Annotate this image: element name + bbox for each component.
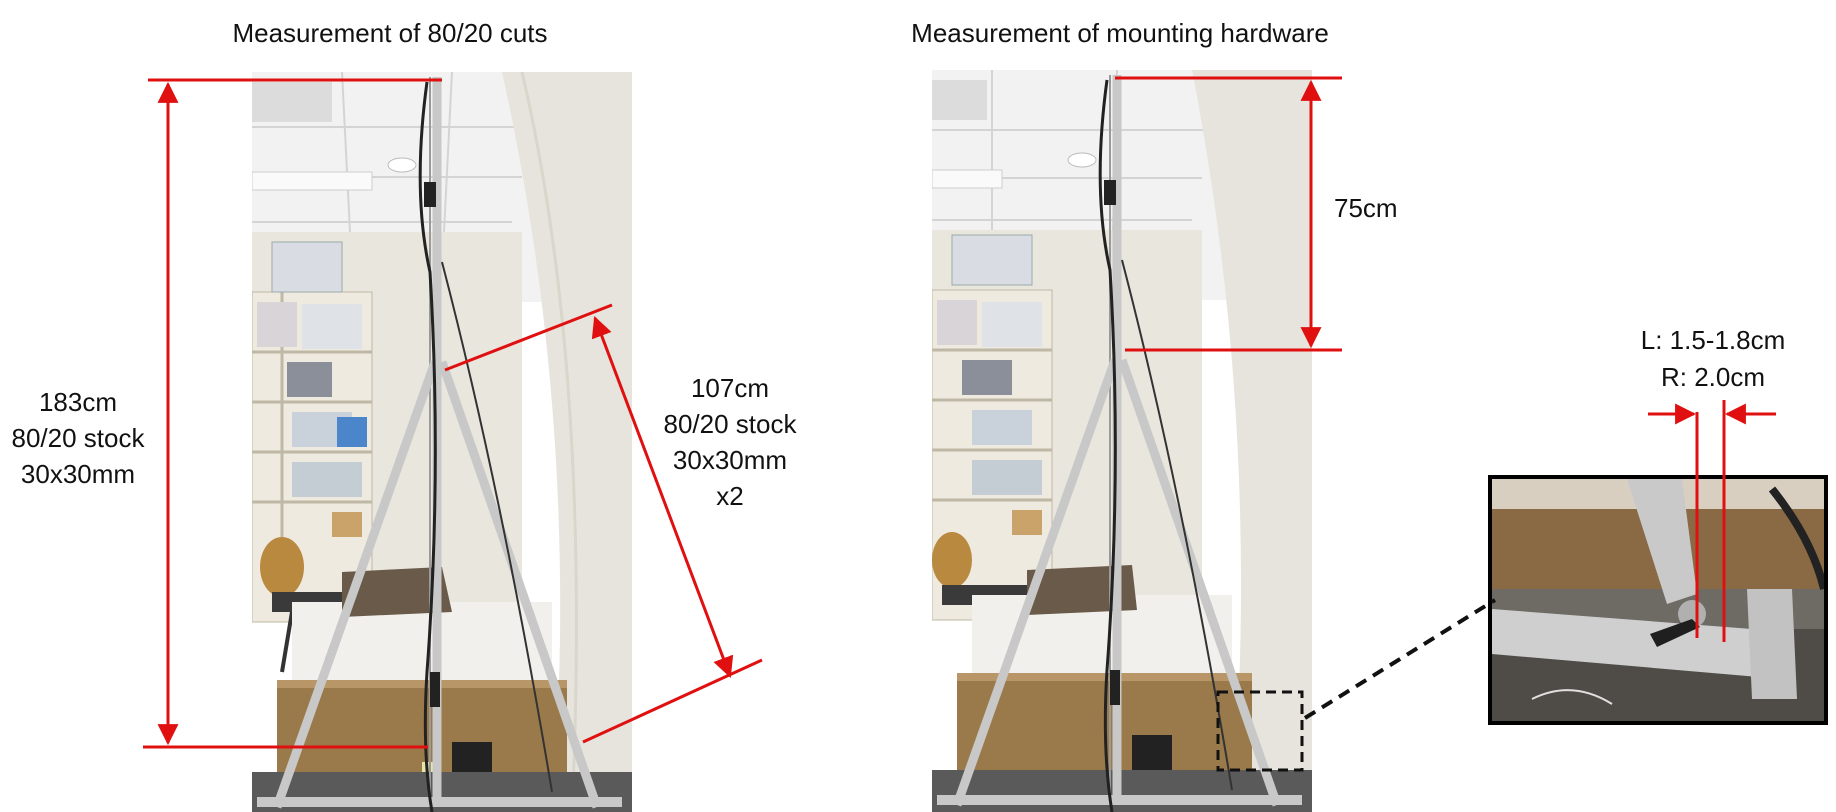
diag-bottom-guide bbox=[582, 658, 763, 744]
vertical-measure-label: 183cm 80/20 stock 30x30mm bbox=[0, 384, 156, 492]
diagonal-107cm-arrow bbox=[591, 316, 734, 678]
right-panel-title: Measurement of mounting hardware bbox=[911, 18, 1329, 48]
diagonal-stock: 80/20 stock bbox=[663, 409, 797, 439]
vertical-profile: 30x30mm bbox=[20, 459, 136, 489]
inset-photo bbox=[1488, 475, 1828, 725]
inset-photo-drawing bbox=[1492, 479, 1824, 721]
diag-top-guide bbox=[444, 303, 613, 372]
zoom-leader-line bbox=[1303, 598, 1497, 720]
diagonal-profile: 30x30mm bbox=[672, 445, 788, 475]
vertical-stock: 80/20 stock bbox=[11, 423, 145, 453]
inset-right-value: R: 2.0cm bbox=[1660, 362, 1766, 392]
right-photo-drawing bbox=[932, 70, 1312, 812]
zoom-region-box bbox=[1216, 690, 1304, 772]
vertical-length: 183cm bbox=[38, 387, 118, 417]
right-photo bbox=[932, 70, 1312, 812]
top-75cm-label: 75cm bbox=[1334, 193, 1398, 223]
inset-left-value: L: 1.5-1.8cm bbox=[1640, 325, 1786, 355]
inset-measure-label: L: 1.5-1.8cm R: 2.0cm bbox=[1600, 322, 1826, 396]
diagonal-length: 107cm bbox=[690, 373, 770, 403]
left-panel-title: Measurement of 80/20 cuts bbox=[232, 18, 548, 48]
diagonal-quantity: x2 bbox=[716, 481, 744, 511]
diagonal-measure-label: 107cm 80/20 stock 30x30mm x2 bbox=[650, 370, 810, 514]
